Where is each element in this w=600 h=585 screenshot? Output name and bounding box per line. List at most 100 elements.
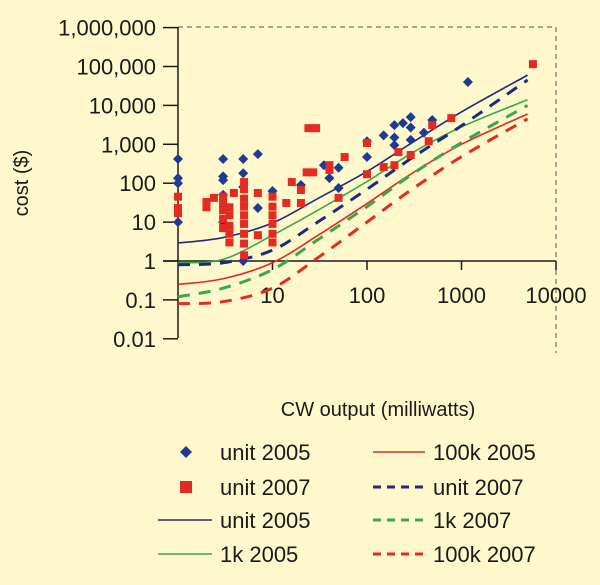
data-point-diamond (173, 178, 183, 189)
data-point-square (394, 148, 403, 157)
data-point-diamond (333, 162, 344, 173)
data-point-square (240, 239, 249, 248)
data-point-square (240, 202, 249, 211)
data-point-square (253, 231, 262, 240)
legend-item: 100k 2007 (373, 542, 536, 567)
data-point-diamond (218, 175, 229, 186)
data-point-diamond (405, 122, 416, 133)
series-line-1k-2007-dashed (177, 104, 529, 299)
legend-item: 1k 2005 (158, 542, 298, 567)
data-point-square (268, 229, 277, 238)
data-point-diamond (173, 173, 183, 184)
data-point-square (268, 238, 277, 247)
data-point-square (202, 197, 211, 206)
data-point-square (202, 203, 211, 212)
legend-item: 100k 2005 (373, 440, 536, 465)
data-point-square (219, 192, 228, 201)
data-point-square (229, 188, 238, 197)
legend-label: unit 2007 (433, 475, 524, 500)
data-point-diamond (324, 173, 335, 184)
data-point-square (240, 211, 249, 220)
legend-label: unit 2007 (220, 475, 311, 500)
legend-item: unit 2005 (158, 508, 311, 533)
data-point-square (219, 206, 228, 215)
x-tick-label: 100 (349, 283, 386, 308)
data-point-square (240, 251, 249, 260)
data-point-square (268, 219, 277, 228)
data-point-square (340, 153, 349, 162)
data-point-square (219, 224, 228, 233)
y-tick-label: 10 (132, 210, 156, 235)
legend-label: 100k 2005 (433, 440, 536, 465)
x-axis-title: CW output (milliwatts) (281, 399, 475, 421)
data-point-square (209, 193, 218, 202)
y-tick-label: 1 (144, 249, 156, 274)
data-point-diamond (238, 168, 249, 179)
data-point-diamond (405, 112, 416, 123)
data-point-diamond (378, 130, 389, 141)
series-lines (177, 74, 529, 306)
data-point-square (240, 229, 249, 238)
y-axis-title: cost ($) (11, 150, 33, 217)
legend-item: unit 2007 (180, 475, 311, 500)
data-point-diamond (389, 140, 400, 151)
data-point-square (225, 238, 234, 247)
x-tick-label: 10 (260, 283, 284, 308)
data-point-square (240, 185, 249, 194)
data-point-diamond (333, 183, 344, 194)
data-point-square (325, 165, 334, 174)
data-point-square (379, 163, 388, 172)
legend: unit 2005 unit 2007 unit 2005 1k 2005 100k 2… (158, 440, 536, 567)
data-point-diamond (252, 203, 263, 214)
data-point-square (312, 124, 321, 133)
data-point-square (528, 60, 537, 69)
data-point-square (240, 178, 249, 187)
data-point-square (334, 193, 343, 202)
data-point-square (390, 161, 399, 170)
data-point-square (225, 211, 234, 220)
data-point-square (268, 192, 277, 201)
y-ticks: 1,000,000 100,000 10,000 1,000 100 10 1 0.1 0.01 (58, 16, 178, 352)
legend-diamond-icon (180, 446, 192, 458)
y-tick-label: 1,000,000 (58, 16, 156, 41)
data-point-square (424, 137, 433, 146)
data-point-square (268, 202, 277, 211)
y-tick-label: 0.01 (113, 327, 156, 352)
data-point-diamond (173, 153, 183, 164)
data-point-square (302, 168, 311, 177)
legend-label: 1k 2005 (220, 542, 298, 567)
data-point-square (225, 229, 234, 238)
data-point-square (296, 198, 305, 207)
data-point-diamond (389, 132, 400, 143)
data-point-square (240, 194, 249, 203)
data-point-square (219, 215, 228, 224)
y-tick-label: 1,000 (101, 132, 156, 157)
data-point-square (219, 199, 228, 208)
data-point-diamond (252, 149, 263, 160)
y-tick-label: 10,000 (89, 93, 156, 118)
data-point-square (304, 124, 313, 133)
legend-label: 1k 2007 (433, 508, 511, 533)
data-point-square (174, 209, 182, 218)
data-point-square (363, 138, 371, 147)
legend-square-icon (180, 481, 192, 493)
data-point-square (428, 121, 437, 130)
legend-label: unit 2005 (220, 508, 311, 533)
data-point-square (447, 114, 456, 123)
data-point-square (309, 168, 318, 177)
data-point-square (225, 203, 234, 212)
data-point-diamond (397, 118, 408, 129)
data-point-square (268, 211, 277, 220)
data-point-diamond (173, 217, 183, 228)
data-point-square (325, 161, 334, 170)
data-point-square (363, 170, 371, 179)
data-point-diamond (405, 134, 416, 145)
series-line-unit-2007-dashed (177, 78, 529, 267)
data-point-diamond (462, 76, 473, 87)
data-point-square (253, 188, 262, 197)
data-point-square (406, 151, 415, 160)
data-point-square (296, 185, 305, 194)
legend-label: unit 2005 (220, 440, 311, 465)
